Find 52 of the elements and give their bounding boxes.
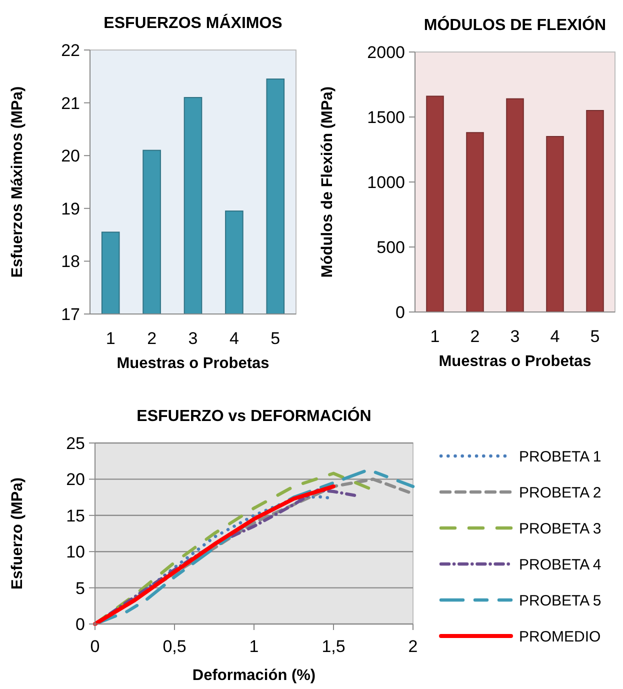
x-tick-label: 4 xyxy=(550,327,560,346)
x-axis-title: Muestras o Probetas xyxy=(438,353,592,370)
legend-label: PROBETA 2 xyxy=(519,484,602,502)
chart-title: MÓDULOS DE FLEXIÓN xyxy=(424,15,606,34)
y-tick-label: 10 xyxy=(66,542,85,562)
legend-label: PROBETA 5 xyxy=(519,592,602,610)
x-tick-label: 0 xyxy=(90,637,100,656)
x-tick-label: 2 xyxy=(408,637,418,656)
y-tick-label: 5 xyxy=(76,578,85,598)
bar xyxy=(466,132,484,312)
x-tick-label: 1 xyxy=(430,327,440,346)
bar xyxy=(506,98,524,312)
x-tick-label: 1 xyxy=(106,329,116,348)
y-tick-label: 20 xyxy=(66,470,85,490)
y-tick-label: 2000 xyxy=(367,42,405,62)
y-tick-label: 17 xyxy=(61,304,80,324)
bar xyxy=(586,110,604,312)
legend-label: PROBETA 3 xyxy=(519,520,602,538)
legend-label: PROBETA 1 xyxy=(519,448,602,466)
y-tick-label: 15 xyxy=(66,506,85,526)
bar xyxy=(426,96,444,312)
x-tick-label: 4 xyxy=(229,329,239,348)
chart-title: ESFUERZOS MÁXIMOS xyxy=(104,13,283,32)
x-tick-label: 1,5 xyxy=(322,637,346,656)
legend-label: PROMEDIO xyxy=(519,628,601,646)
y-tick-label: 20 xyxy=(61,146,80,166)
x-tick-label: 1 xyxy=(249,637,259,656)
chart-title: ESFUERZO vs DEFORMACIÓN xyxy=(136,406,372,425)
legend-label: PROBETA 4 xyxy=(519,556,602,574)
bar xyxy=(546,136,564,312)
x-tick-label: 3 xyxy=(188,329,198,348)
y-tick-label: 25 xyxy=(66,434,85,453)
x-tick-label: 5 xyxy=(270,329,280,348)
y-axis-title: Módulos de Flexión (MPa) xyxy=(319,86,336,278)
x-tick-label: 2 xyxy=(147,329,157,348)
y-tick-label: 500 xyxy=(376,238,405,257)
x-tick-label: 3 xyxy=(510,327,520,346)
y-tick-label: 1000 xyxy=(367,172,405,192)
y-tick-label: 19 xyxy=(61,199,80,218)
x-tick-label: 0,5 xyxy=(162,637,186,656)
y-tick-label: 22 xyxy=(61,40,80,60)
y-tick-label: 1500 xyxy=(367,108,405,127)
y-axis-title: Esfuerzos Máximos (MPa) xyxy=(9,86,26,278)
y-axis-title: Esfuerzo (MPa) xyxy=(9,478,26,590)
x-axis-title: Deformación (%) xyxy=(192,667,316,684)
y-tick-label: 21 xyxy=(61,94,80,113)
y-tick-label: 0 xyxy=(396,302,405,322)
x-axis-title: Muestras o Probetas xyxy=(116,355,270,372)
y-tick-label: 0 xyxy=(76,614,85,634)
y-tick-label: 18 xyxy=(61,252,80,272)
x-tick-label: 2 xyxy=(470,327,480,346)
x-tick-label: 5 xyxy=(590,327,600,346)
